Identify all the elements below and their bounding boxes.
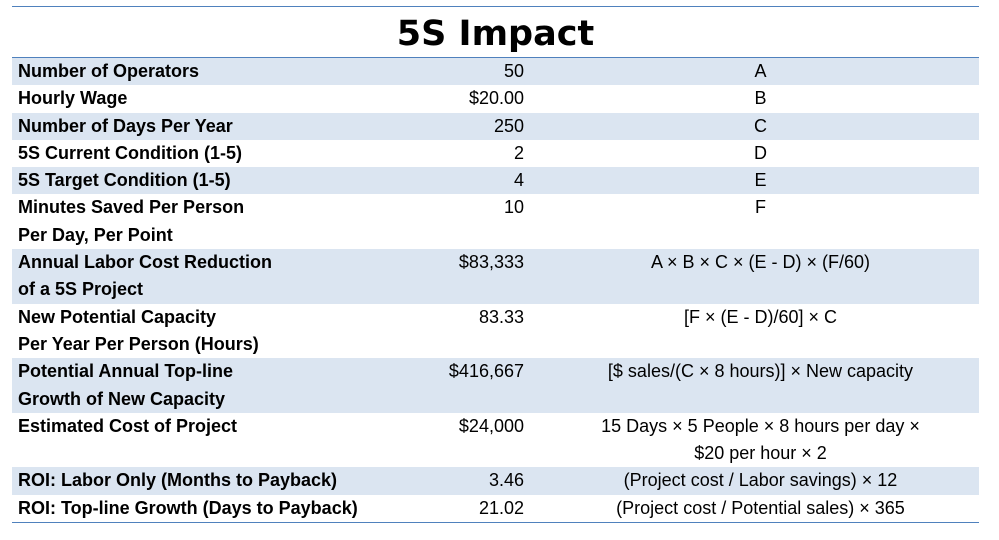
row-value: $416,667 — [448, 361, 524, 382]
formula-line: [$ sales/(C × 8 hours)] × New capacity — [607, 361, 914, 382]
row-label: Annual Labor Cost Reduction of a 5S Proje… — [12, 249, 402, 304]
row-value: 50 — [503, 61, 524, 81]
formula-line: E — [754, 170, 767, 191]
row-value: $83,333 — [458, 252, 524, 273]
row-value: 3.46 — [488, 470, 524, 491]
label-line: Estimated Cost of Project — [18, 415, 238, 436]
row-label: Potential Annual Top-line Growth of New C… — [12, 358, 402, 413]
label-line: 5S Target Condition (1-5) — [18, 170, 231, 191]
row-formula: (Project cost / Labor savings) × 12 — [524, 467, 979, 494]
table-row: Number of Days Per Year 250 C — [12, 112, 979, 140]
table-title: 5S Impact — [396, 14, 595, 54]
table-row: 5S Target Condition (1-5) 4 E — [12, 167, 979, 195]
formula-line: (Project cost / Potential sales) × 365 — [616, 497, 905, 518]
label-line: ROI: Top-line Growth (Days to Payback) — [18, 497, 358, 518]
label-line: Annual Labor Cost Reduction — [18, 252, 272, 273]
row-formula: A — [524, 58, 979, 85]
label-line: Number of Operators — [18, 61, 200, 81]
row-label: Number of Operators — [12, 58, 402, 85]
table-row: New Potential Capacity Per Year Per Perso… — [12, 304, 979, 359]
formula-line: D — [754, 142, 767, 163]
row-value: 250 — [493, 115, 524, 136]
formula-line: F — [755, 197, 766, 218]
row-formula: A × B × C × (E - D) × (F/60) — [524, 249, 979, 304]
label-line: Growth of New Capacity — [18, 388, 226, 409]
row-formula: C — [524, 113, 979, 140]
table-row: Minutes Saved Per Person Per Day, Per Poi… — [12, 194, 979, 249]
row-value: $24,000 — [458, 415, 524, 436]
top-rule — [12, 6, 979, 7]
table-row: Annual Labor Cost Reduction of a 5S Proje… — [12, 249, 979, 304]
row-label: Minutes Saved Per Person Per Day, Per Poi… — [12, 194, 402, 249]
row-formula: F — [524, 194, 979, 249]
label-line: Minutes Saved Per Person — [18, 197, 245, 218]
label-line: Number of Days Per Year — [18, 115, 233, 136]
row-value: 10 — [503, 197, 524, 218]
row-formula: (Project cost / Potential sales) × 365 — [524, 495, 979, 522]
row-formula: 15 Days × 5 People × 8 hours per day × $2… — [524, 413, 979, 468]
title-rule — [12, 57, 979, 58]
formula-line: C — [754, 115, 767, 136]
row-formula: E — [524, 167, 979, 194]
label-line: of a 5S Project — [18, 279, 144, 300]
table-row: Potential Annual Top-line Growth of New C… — [12, 358, 979, 413]
row-value: 4 — [513, 170, 524, 191]
row-value: 83.33 — [478, 306, 524, 327]
table-row: ROI: Labor Only (Months to Payback) 3.46… — [12, 467, 979, 495]
table-row: ROI: Top-line Growth (Days to Payback) 2… — [12, 495, 979, 522]
row-formula: [$ sales/(C × 8 hours)] × New capacity — [524, 358, 979, 413]
row-value: $20.00 — [468, 88, 524, 109]
row-value: 2 — [513, 142, 524, 163]
row-label: ROI: Top-line Growth (Days to Payback) — [12, 495, 402, 522]
impact-table: 5S Impact Number of Operators 50 A Hourl… — [12, 6, 979, 524]
row-label: New Potential Capacity Per Year Per Perso… — [12, 304, 402, 359]
row-label: 5S Current Condition (1-5) — [12, 140, 402, 167]
formula-line: (Project cost / Labor savings) × 12 — [623, 470, 898, 491]
row-label: Hourly Wage — [12, 85, 402, 112]
label-line: ROI: Labor Only (Months to Payback) — [18, 470, 338, 491]
label-line: Hourly Wage — [18, 88, 128, 109]
label-line: Per Year Per Person (Hours) — [18, 333, 259, 354]
row-formula: B — [524, 85, 979, 112]
formula-line: 15 Days × 5 People × 8 hours per day × — [601, 415, 920, 436]
row-formula: [F × (E - D)/60] × C — [524, 304, 979, 359]
formula-line: $20 per hour × 2 — [694, 443, 827, 464]
row-label: ROI: Labor Only (Months to Payback) — [12, 467, 402, 494]
table-row: 5S Current Condition (1-5) 2 D — [12, 140, 979, 167]
label-line: New Potential Capacity — [18, 306, 217, 327]
table-row: Hourly Wage $20.00 B — [12, 85, 979, 112]
bottom-rule — [12, 522, 979, 524]
label-line: 5S Current Condition (1-5) — [18, 142, 242, 163]
formula-line: A — [754, 61, 767, 81]
formula-line: A × B × C × (E - D) × (F/60) — [650, 252, 871, 273]
label-line: Per Day, Per Point — [18, 224, 173, 245]
table-row: Estimated Cost of Project $24,000 15 Day… — [12, 413, 979, 468]
row-label: 5S Target Condition (1-5) — [12, 167, 402, 194]
formula-line: [F × (E - D)/60] × C — [683, 306, 838, 327]
row-value: 21.02 — [478, 497, 524, 518]
row-label: Number of Days Per Year — [12, 113, 402, 140]
table-row: Number of Operators 50 A — [12, 58, 979, 86]
label-line: Potential Annual Top-line — [18, 361, 233, 382]
row-formula: D — [524, 140, 979, 167]
formula-line: B — [754, 88, 767, 109]
row-label: Estimated Cost of Project — [12, 413, 402, 468]
